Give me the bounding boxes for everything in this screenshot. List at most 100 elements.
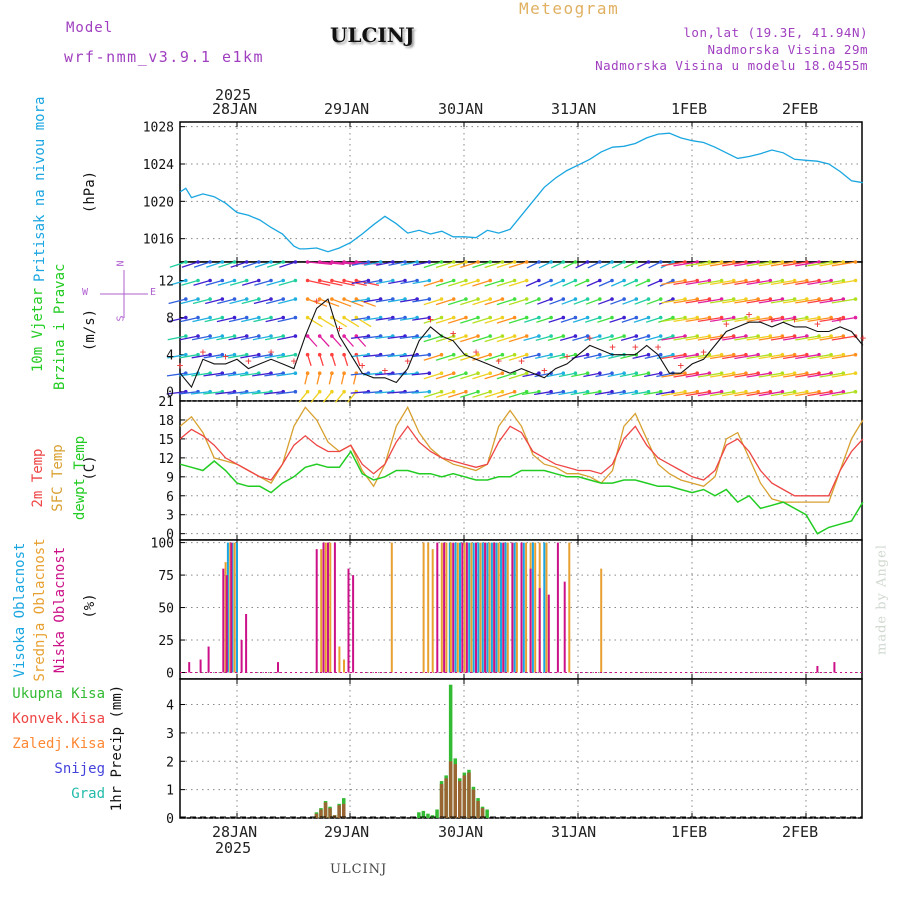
wind-barb-head — [330, 315, 334, 320]
y-tick-label: 4 — [166, 699, 174, 714]
wind-barb — [621, 316, 637, 323]
wind-barb-head — [792, 278, 797, 283]
pressure-line — [179, 132, 864, 253]
wind-barb-head — [695, 315, 699, 320]
y-tick-label: 3 — [166, 727, 174, 742]
wind-barb-head — [464, 315, 468, 320]
wind-barb-head — [853, 352, 858, 357]
wind-barb-head — [464, 334, 468, 338]
day-label-bottom-6: 2FEB — [782, 823, 819, 841]
wind-barb — [661, 261, 686, 267]
wind-barb-head — [707, 371, 712, 376]
wind-barb — [795, 335, 820, 341]
precip-bar-2 — [448, 761, 453, 818]
wind-barb-head — [841, 371, 846, 376]
wind-barb — [722, 279, 747, 286]
wind-barb-head — [293, 315, 298, 320]
wind-barb-head — [476, 297, 480, 301]
wind-gust-marker: + — [564, 350, 571, 363]
wind-barb — [521, 391, 540, 396]
wind-barb — [472, 261, 491, 269]
wind-barb-head — [561, 371, 566, 376]
y-tick-label: 8 — [166, 312, 174, 327]
wind-barb-head — [342, 315, 346, 320]
wind-gust-marker: + — [586, 331, 593, 344]
wind-barb-head — [853, 389, 858, 394]
wind-barb-head — [281, 315, 286, 320]
wind-barb-head — [537, 389, 541, 394]
wind-barb — [673, 298, 698, 304]
wind-barb — [484, 335, 503, 343]
day-label-top-6: 2FEB — [782, 100, 819, 118]
wind-barb — [734, 279, 759, 286]
wind-barb — [508, 261, 527, 269]
wind-barb — [508, 298, 527, 306]
wind-barb — [709, 372, 734, 378]
wind-barb-head — [476, 260, 480, 264]
wind-gust-marker: + — [677, 359, 684, 372]
wind-barb-head — [281, 297, 286, 301]
wind-barb — [217, 279, 235, 286]
wind-gust-marker: + — [837, 313, 844, 326]
cloud-label-3: Niska Oblacnost — [52, 546, 68, 674]
y-tick-label: 0 — [166, 667, 174, 682]
wind-barb-head — [792, 389, 797, 394]
wind-barb-head — [330, 371, 334, 376]
wind-barb — [746, 354, 771, 360]
precip-bar-2 — [476, 801, 480, 818]
wind-barb-head — [585, 371, 590, 376]
wind-barb-head — [500, 260, 505, 264]
precip-bar-1 — [448, 684, 453, 818]
wind-barb-head — [305, 352, 310, 357]
wind-barb — [460, 372, 479, 380]
wind-barb-head — [622, 334, 626, 338]
wind-barb — [448, 391, 467, 398]
wind-barb — [661, 354, 686, 360]
y-tick-label: 12 — [158, 452, 174, 467]
wind-barb — [661, 391, 686, 397]
wind-barb-head — [829, 315, 833, 320]
wind-barb — [203, 391, 223, 395]
wind-barb-head — [731, 278, 736, 283]
wind-barb — [351, 316, 369, 321]
wind-barb-head — [366, 278, 371, 283]
wind-barb-head — [451, 278, 456, 283]
wind-barb-head — [585, 352, 590, 357]
wind-barb-head — [768, 371, 773, 376]
wind-barb — [387, 354, 406, 358]
wind-barb — [264, 391, 284, 395]
wind-barb-head — [269, 352, 273, 357]
wind-barb — [229, 279, 247, 286]
wind-barb-head — [476, 352, 480, 357]
wind-barb — [673, 335, 698, 341]
wind-barb — [807, 316, 832, 323]
wind-barb — [375, 391, 393, 394]
wind-barb-head — [269, 297, 273, 301]
wind-barb-head — [488, 297, 493, 301]
wind-barb — [508, 335, 527, 343]
wind-barb-head — [634, 297, 639, 301]
precip-bar-1 — [417, 812, 421, 818]
wind-barb — [206, 261, 223, 268]
wind-barb-head — [817, 371, 821, 376]
wind-barb — [217, 298, 235, 305]
wind-barb-head — [731, 352, 736, 357]
wind-barb-head — [257, 297, 261, 301]
wind-barb — [496, 391, 515, 398]
wind-barb — [484, 372, 503, 380]
wind-barb — [575, 261, 588, 269]
wind-speed-line — [179, 298, 864, 389]
precip-bar-2 — [444, 778, 448, 818]
y-tick-label: 75 — [158, 569, 174, 584]
wind-barb-head — [719, 371, 724, 376]
wind-barb-head — [220, 352, 225, 357]
wind-barb — [205, 298, 223, 305]
wind-barb — [770, 316, 795, 323]
wind-barb — [620, 335, 637, 342]
wind-barb — [343, 335, 354, 347]
legend-hail: Grad — [71, 786, 105, 802]
wind-barb — [673, 391, 698, 397]
wind-barb-head — [817, 334, 821, 338]
wind-gust-marker: + — [541, 364, 548, 377]
wind-barb-head — [780, 334, 785, 338]
